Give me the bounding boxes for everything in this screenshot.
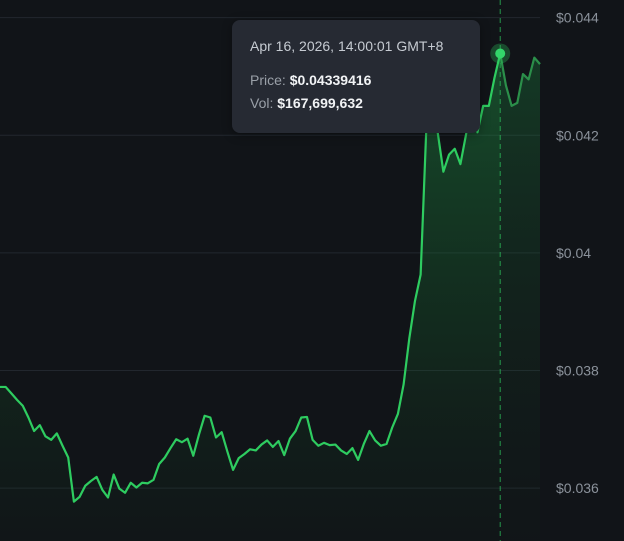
tooltip-price-label: Price: [250,72,286,88]
price-area [0,53,540,541]
y-tick-label: $0.044 [556,10,599,26]
highlight-point [495,48,506,59]
y-tick-label: $0.04 [556,245,591,261]
y-axis: $0.036 $0.038 $0.04 $0.042 $0.044 [556,10,599,496]
y-tick-label: $0.042 [556,127,599,143]
crosshair [490,0,511,541]
tooltip-vol-label: Vol: [250,95,274,111]
series-line-after-cursor [499,53,541,107]
tooltip-vol-row: Vol: $167,699,632 [250,94,462,112]
price-series [0,53,541,503]
tooltip: Apr 16, 2026, 14:00:01 GMT+8 Price: $0.0… [232,20,480,133]
area-fill-past [0,53,501,541]
tooltip-time: Apr 16, 2026, 14:00:01 GMT+8 [250,38,444,54]
y-tick-label: $0.036 [556,480,599,496]
series-line [0,53,502,503]
y-tick-label: $0.038 [556,362,599,378]
tooltip-price-row: Price: $0.04339416 [250,71,462,89]
tooltip-price-value: $0.04339416 [289,72,372,88]
area-fill-future [500,53,540,541]
tooltip-vol-value: $167,699,632 [277,95,363,111]
